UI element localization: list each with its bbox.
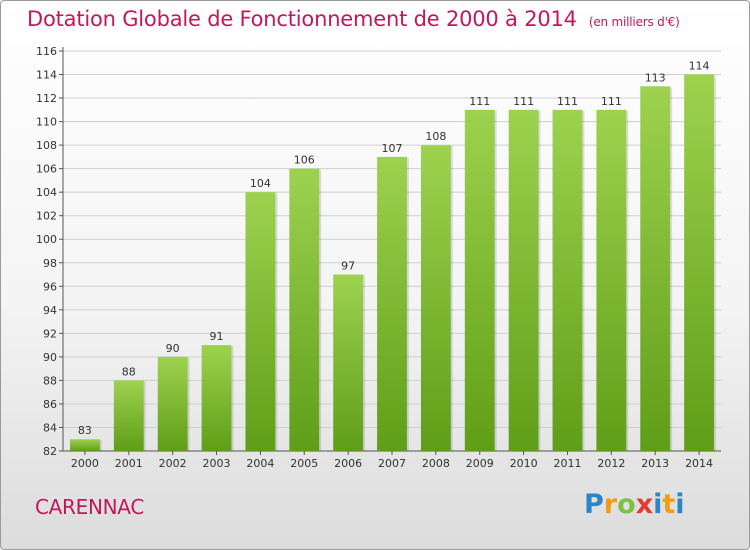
x-tick-label: 2006 (334, 457, 362, 470)
chart-title: Dotation Globale de Fonctionnement de 20… (27, 7, 680, 31)
bar-2002 (157, 356, 188, 451)
data-label: 111 (557, 95, 578, 108)
bar-2005 (289, 168, 320, 451)
y-tick-label: 100 (36, 233, 57, 246)
y-tick-label: 114 (36, 69, 57, 82)
bar-2006 (333, 274, 364, 451)
chart-title-text: Dotation Globale de Fonctionnement de 20… (27, 7, 577, 31)
bar-2000 (70, 439, 100, 451)
y-tick-label: 82 (43, 445, 57, 458)
data-label: 107 (382, 142, 403, 155)
x-tick-label: 2001 (115, 457, 143, 470)
x-tick-label: 2004 (246, 457, 274, 470)
data-label: 90 (166, 342, 180, 355)
data-label: 108 (425, 130, 446, 143)
x-tick-label: 2012 (597, 457, 625, 470)
data-labels: 83 88 90 91 104 106 97 107 108 111 111 111 111 113 114 (78, 60, 710, 438)
y-tick-label: 86 (43, 398, 57, 411)
y-tick-label: 102 (36, 210, 57, 223)
bars (70, 74, 716, 452)
y-tick-label: 88 (43, 374, 57, 387)
data-label: 111 (513, 95, 534, 108)
x-tick-label: 2013 (641, 457, 669, 470)
bar-2012 (596, 109, 627, 451)
x-tick-label: 2010 (510, 457, 538, 470)
y-tick-label: 106 (36, 163, 57, 176)
bar-2004 (245, 192, 276, 452)
bar-2010 (508, 109, 539, 451)
bar-2008 (420, 145, 451, 451)
x-tick-label: 2002 (159, 457, 187, 470)
y-tick-label: 110 (36, 116, 57, 129)
y-tick-label: 92 (43, 327, 57, 340)
x-tick-label: 2007 (378, 457, 406, 470)
y-tick-label: 98 (43, 257, 57, 270)
unit-label: (en milliers d'€) (588, 15, 680, 29)
bar-2014 (684, 74, 714, 451)
bar-2007 (377, 156, 407, 451)
data-label: 88 (122, 365, 136, 378)
data-label: 111 (469, 95, 490, 108)
data-label: 114 (689, 60, 710, 73)
x-tick-label: 2005 (290, 457, 318, 470)
data-label: 91 (210, 330, 224, 343)
bar-2001 (113, 380, 144, 451)
bar-2013 (640, 86, 671, 451)
x-tick-label: 2000 (71, 457, 99, 470)
y-tick-label: 90 (43, 351, 57, 364)
data-label: 106 (294, 154, 315, 167)
x-tick-label: 2011 (553, 457, 581, 470)
data-label: 104 (250, 177, 271, 190)
data-label: 83 (78, 424, 92, 437)
bar-2003 (201, 345, 232, 451)
x-tick-label: 2014 (685, 457, 713, 470)
y-tick-label: 108 (36, 139, 57, 152)
data-label: 111 (601, 95, 622, 108)
bar-2011 (552, 109, 583, 451)
bar-2009 (464, 109, 495, 451)
x-tick-label: 2009 (466, 457, 494, 470)
x-tick-label: 2003 (203, 457, 231, 470)
y-tick-label: 116 (36, 45, 57, 58)
data-label: 113 (645, 71, 666, 84)
y-tick-label: 104 (36, 186, 57, 199)
x-tick-label: 2008 (422, 457, 450, 470)
y-tick-label: 84 (43, 421, 57, 434)
proxiti-logo[interactable]: Proxiti (584, 489, 685, 520)
y-tick-label: 96 (43, 280, 57, 293)
data-label: 97 (341, 260, 355, 273)
y-tick-label: 112 (36, 92, 57, 105)
y-tick-label: 94 (43, 304, 57, 317)
town-name: CARENNAC (35, 495, 144, 519)
